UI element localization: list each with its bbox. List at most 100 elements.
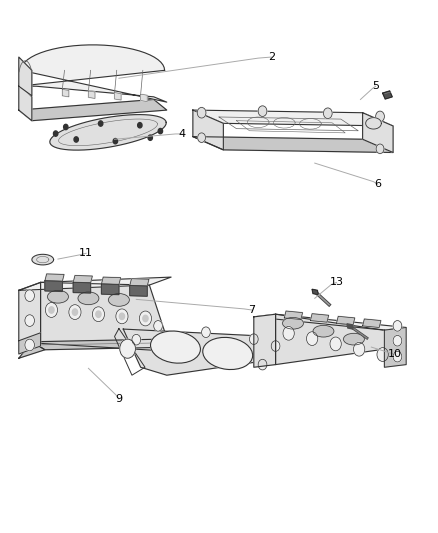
Polygon shape xyxy=(45,274,64,281)
Ellipse shape xyxy=(109,294,129,306)
Polygon shape xyxy=(102,284,119,295)
Circle shape xyxy=(154,320,162,331)
Circle shape xyxy=(25,290,35,302)
Polygon shape xyxy=(19,45,167,102)
Polygon shape xyxy=(363,113,393,152)
Text: 13: 13 xyxy=(329,277,343,287)
Circle shape xyxy=(49,307,54,313)
Polygon shape xyxy=(385,327,406,367)
Circle shape xyxy=(271,341,280,351)
Ellipse shape xyxy=(203,337,253,369)
Circle shape xyxy=(201,327,210,337)
Ellipse shape xyxy=(313,325,334,337)
Polygon shape xyxy=(193,110,393,126)
Circle shape xyxy=(250,334,258,344)
Polygon shape xyxy=(32,339,176,350)
Polygon shape xyxy=(123,329,293,375)
Polygon shape xyxy=(19,277,171,290)
Circle shape xyxy=(197,108,206,118)
Polygon shape xyxy=(62,90,69,97)
Circle shape xyxy=(53,131,58,136)
Text: 10: 10 xyxy=(388,349,402,359)
Circle shape xyxy=(74,137,78,142)
Circle shape xyxy=(258,106,267,116)
Circle shape xyxy=(119,313,124,319)
Circle shape xyxy=(113,139,117,144)
Circle shape xyxy=(46,303,57,317)
Circle shape xyxy=(72,309,78,316)
Circle shape xyxy=(158,128,162,134)
Polygon shape xyxy=(41,282,171,351)
Circle shape xyxy=(376,144,384,154)
Text: 9: 9 xyxy=(115,394,123,404)
Polygon shape xyxy=(19,84,32,120)
Polygon shape xyxy=(130,279,149,286)
Circle shape xyxy=(283,326,294,340)
Circle shape xyxy=(132,334,141,345)
Polygon shape xyxy=(115,93,121,100)
Circle shape xyxy=(139,311,152,326)
Text: 2: 2 xyxy=(268,52,275,62)
Polygon shape xyxy=(73,282,91,293)
Circle shape xyxy=(330,337,341,351)
Polygon shape xyxy=(254,314,406,330)
Polygon shape xyxy=(311,314,328,322)
Polygon shape xyxy=(193,136,393,152)
Polygon shape xyxy=(50,115,166,150)
Circle shape xyxy=(323,108,332,118)
Polygon shape xyxy=(383,91,392,99)
Polygon shape xyxy=(73,276,92,283)
Circle shape xyxy=(96,311,101,317)
Circle shape xyxy=(148,135,152,140)
Polygon shape xyxy=(347,324,353,329)
Ellipse shape xyxy=(151,331,201,363)
Circle shape xyxy=(376,111,385,122)
Ellipse shape xyxy=(283,317,304,329)
Text: 4: 4 xyxy=(178,129,186,139)
Polygon shape xyxy=(363,319,381,327)
Polygon shape xyxy=(19,57,32,96)
Circle shape xyxy=(92,307,105,321)
Circle shape xyxy=(69,305,81,319)
Circle shape xyxy=(99,121,103,126)
Polygon shape xyxy=(88,91,95,99)
Circle shape xyxy=(258,359,267,370)
Polygon shape xyxy=(366,118,381,129)
Ellipse shape xyxy=(343,333,364,345)
Text: 11: 11 xyxy=(79,248,93,259)
Ellipse shape xyxy=(78,292,99,305)
Polygon shape xyxy=(19,100,167,120)
Circle shape xyxy=(393,320,402,331)
Polygon shape xyxy=(19,333,41,354)
Circle shape xyxy=(116,309,128,324)
Polygon shape xyxy=(276,314,406,365)
Circle shape xyxy=(143,316,148,321)
Polygon shape xyxy=(193,110,223,150)
Text: 7: 7 xyxy=(248,305,255,315)
Circle shape xyxy=(377,348,389,361)
Text: 5: 5 xyxy=(372,81,379,91)
Polygon shape xyxy=(32,254,53,265)
Polygon shape xyxy=(130,286,147,296)
Polygon shape xyxy=(19,282,41,351)
Text: 6: 6 xyxy=(374,179,381,189)
Polygon shape xyxy=(336,317,355,325)
Circle shape xyxy=(198,133,205,142)
Circle shape xyxy=(25,339,35,351)
Polygon shape xyxy=(312,289,318,295)
Circle shape xyxy=(393,351,402,362)
Circle shape xyxy=(25,315,35,326)
Circle shape xyxy=(353,342,365,356)
Ellipse shape xyxy=(47,290,68,303)
Circle shape xyxy=(307,332,318,345)
Polygon shape xyxy=(254,314,276,367)
Circle shape xyxy=(138,123,142,128)
Polygon shape xyxy=(19,342,45,358)
Circle shape xyxy=(64,124,68,130)
Circle shape xyxy=(120,339,135,358)
Polygon shape xyxy=(141,94,147,102)
Polygon shape xyxy=(284,311,303,319)
Polygon shape xyxy=(45,281,62,292)
Polygon shape xyxy=(102,277,120,285)
Circle shape xyxy=(393,335,402,346)
